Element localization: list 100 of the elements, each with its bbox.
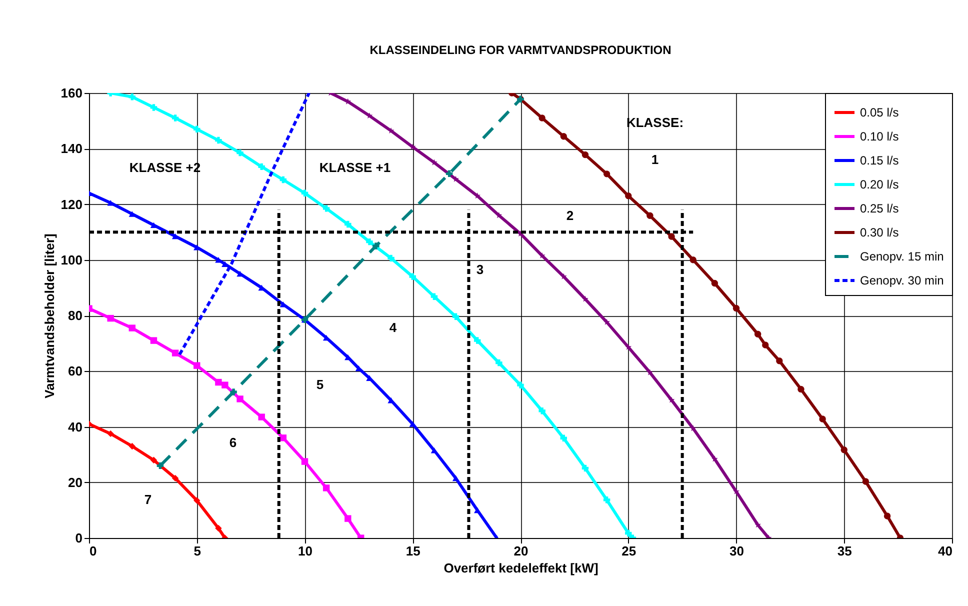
point [582,151,589,158]
point [538,252,546,258]
point [230,388,237,396]
x-tick-label: 5 [194,544,201,558]
point [107,430,114,438]
point [236,270,244,277]
point [194,126,200,133]
point [344,515,352,522]
point [884,512,891,520]
point [258,163,265,170]
legend-label: 0.25 l/s [860,202,899,216]
point [711,280,718,287]
point [236,396,244,402]
annotation: KLASSE +1 [319,160,391,175]
x-tick-label: 20 [514,544,528,558]
point [128,324,136,332]
point [496,359,502,366]
y-axis-title: Varmtvandsbeholder [liter] [42,234,57,398]
point [646,369,654,376]
point [344,220,352,228]
legend-label: 0.15 l/s [860,154,899,168]
point [452,475,460,482]
annotation: 3 [476,262,484,277]
point [128,94,136,100]
point [172,474,179,482]
point [690,256,696,264]
point [172,233,179,240]
point [538,114,546,122]
legend-label: 0.05 l/s [860,106,899,120]
point [711,456,718,462]
point [603,496,610,504]
point [819,416,826,422]
chart-title: KLASSEINDELING FOR VARMTVANDSPRODUKTION [370,43,672,57]
point [474,507,481,514]
point [560,273,567,280]
x-tick-label: 40 [938,544,952,558]
point [301,190,308,196]
point [560,133,568,140]
annotation: 6 [229,435,237,450]
y-tick-label: 0 [75,530,82,546]
legend-label: 0.30 l/s [860,226,899,240]
point [762,342,769,348]
annotation: 7 [144,492,152,507]
point [668,233,675,240]
point [474,192,481,199]
y-tick-label: 120 [60,196,82,212]
point [538,408,546,414]
point [215,378,222,386]
point [128,442,136,450]
point [625,530,632,537]
x-axis-title: Overført kedeleffekt [kW] [444,560,598,576]
point [372,242,380,250]
point [840,446,848,454]
x-tick-label: 15 [406,544,420,558]
point [582,296,588,302]
point [452,313,460,320]
point [582,464,589,472]
x-tick-label: 35 [837,544,852,558]
y-tick-label: 40 [68,419,82,434]
point [604,318,610,325]
y-tick-label: 80 [68,308,82,323]
point [862,478,870,485]
point [733,488,740,494]
point [646,212,654,219]
point [301,458,308,465]
point [172,350,179,356]
annotation: 5 [316,377,324,392]
point [625,192,632,200]
point [344,98,352,104]
point [388,254,394,262]
point [754,330,762,338]
point [236,149,244,156]
point [258,414,265,420]
x-tick-label: 30 [730,544,744,558]
point [222,382,228,388]
point [603,170,610,178]
annotation: 2 [566,208,574,223]
point [194,244,200,250]
point [150,104,158,111]
point [517,382,524,388]
x-tick-label: 10 [298,544,312,558]
point [322,205,330,212]
point [215,524,222,532]
legend-label: 0.20 l/s [860,178,899,192]
point [625,344,632,350]
point [107,200,114,206]
point [446,170,453,178]
y-tick-label: 140 [60,141,82,156]
point [798,386,804,393]
point [322,484,330,492]
point [430,293,438,300]
point [194,362,200,369]
point [366,238,373,246]
point [668,396,675,403]
y-tick-label: 100 [60,252,82,268]
legend-label: Genopv. 30 min [860,274,944,288]
point [107,314,114,322]
point [560,434,568,442]
point [150,456,158,464]
legend-label: 0.10 l/s [860,130,899,144]
